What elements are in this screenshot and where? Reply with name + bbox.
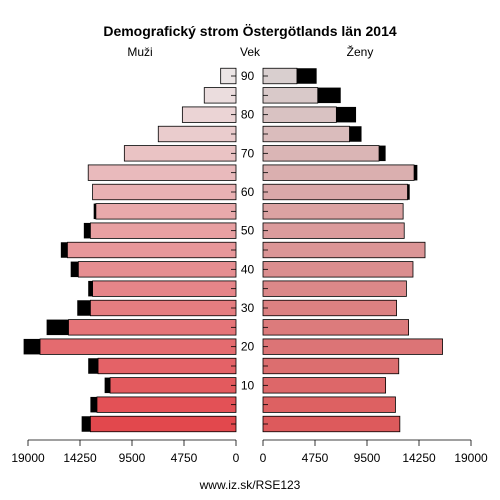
female-bar xyxy=(262,145,380,162)
male-bar xyxy=(157,125,237,143)
female-bar xyxy=(262,261,414,278)
female-bar xyxy=(262,67,298,85)
female-bar xyxy=(262,338,443,355)
male-bar xyxy=(181,106,237,123)
female-bar xyxy=(262,106,337,123)
female-excess-bar xyxy=(414,164,418,181)
age-tick-label: 20 xyxy=(241,340,255,354)
age-tick-label: 60 xyxy=(241,185,255,199)
male-excess-bar xyxy=(83,222,91,239)
male-bar xyxy=(109,377,237,394)
center-label: Vek xyxy=(240,45,261,59)
female-bar xyxy=(262,396,396,413)
left-x-tick-label: 9500 xyxy=(119,451,146,465)
bars-group xyxy=(23,67,443,433)
male-bar xyxy=(90,415,237,433)
footer-url: www.iz.sk/RSE123 xyxy=(199,478,301,492)
male-excess-bar xyxy=(93,203,96,220)
age-tick-label: 70 xyxy=(241,146,255,160)
male-bar xyxy=(87,164,237,181)
male-bar xyxy=(97,357,237,375)
male-bar xyxy=(92,280,237,297)
male-bar xyxy=(92,183,237,201)
male-bar xyxy=(123,145,237,162)
axes-group: 10 20 30 40 50 60 70 80 90 19000 19000 14250 14250 95… xyxy=(11,69,488,465)
female-excess-bar xyxy=(379,145,386,162)
right-x-tick-label: 14250 xyxy=(402,451,436,465)
male-excess-bar xyxy=(77,300,91,316)
female-bar xyxy=(262,241,426,259)
left-label: Muži xyxy=(127,45,152,59)
age-tick-label: 80 xyxy=(241,108,255,122)
female-bar xyxy=(262,203,404,220)
chart-title: Demografický strom Östergötlands län 201… xyxy=(103,23,397,39)
age-tick-label: 40 xyxy=(241,262,255,276)
age-tick-label: 90 xyxy=(241,69,255,83)
male-bar xyxy=(77,261,237,278)
male-excess-bar xyxy=(81,416,91,432)
male-bar xyxy=(96,396,237,413)
male-excess-bar xyxy=(104,377,111,394)
male-excess-bar xyxy=(90,396,97,413)
male-excess-bar xyxy=(88,358,99,374)
age-tick-label: 30 xyxy=(241,301,255,315)
male-bar xyxy=(67,241,237,259)
male-bar xyxy=(95,203,237,220)
male-bar xyxy=(90,299,237,317)
left-x-tick-label: 0 xyxy=(233,451,240,465)
male-excess-bar xyxy=(60,242,68,258)
right-x-tick-label: 9500 xyxy=(354,451,381,465)
age-tick-label: 50 xyxy=(241,224,255,238)
female-excess-bar xyxy=(336,106,357,123)
male-excess-bar xyxy=(46,319,69,336)
left-x-tick-label: 4750 xyxy=(171,451,198,465)
left-x-tick-label: 19000 xyxy=(11,451,45,465)
female-bar xyxy=(262,125,350,143)
female-bar xyxy=(262,183,408,201)
female-bar xyxy=(262,164,415,181)
male-bar xyxy=(39,338,237,355)
female-bar xyxy=(262,357,400,375)
right-label: Ženy xyxy=(347,44,374,59)
female-bar xyxy=(262,87,319,104)
female-bar xyxy=(262,415,401,433)
female-excess-bar xyxy=(296,68,317,84)
female-bar xyxy=(262,377,387,394)
female-bar xyxy=(262,299,397,317)
female-excess-bar xyxy=(407,184,410,200)
left-x-tick-label: 14250 xyxy=(63,451,97,465)
right-x-tick-label: 19000 xyxy=(454,451,488,465)
right-x-tick-label: 0 xyxy=(260,451,267,465)
female-excess-bar xyxy=(349,126,362,142)
female-bar xyxy=(262,222,405,239)
age-tick-label: 10 xyxy=(241,378,255,392)
male-excess-bar xyxy=(70,261,79,278)
female-bar xyxy=(262,280,407,297)
right-x-tick-label: 4750 xyxy=(302,451,329,465)
male-excess-bar xyxy=(23,338,41,355)
male-excess-bar xyxy=(88,280,93,297)
female-excess-bar xyxy=(317,87,341,104)
female-bar xyxy=(262,319,410,336)
male-bar xyxy=(90,222,237,239)
male-bar xyxy=(68,319,237,336)
